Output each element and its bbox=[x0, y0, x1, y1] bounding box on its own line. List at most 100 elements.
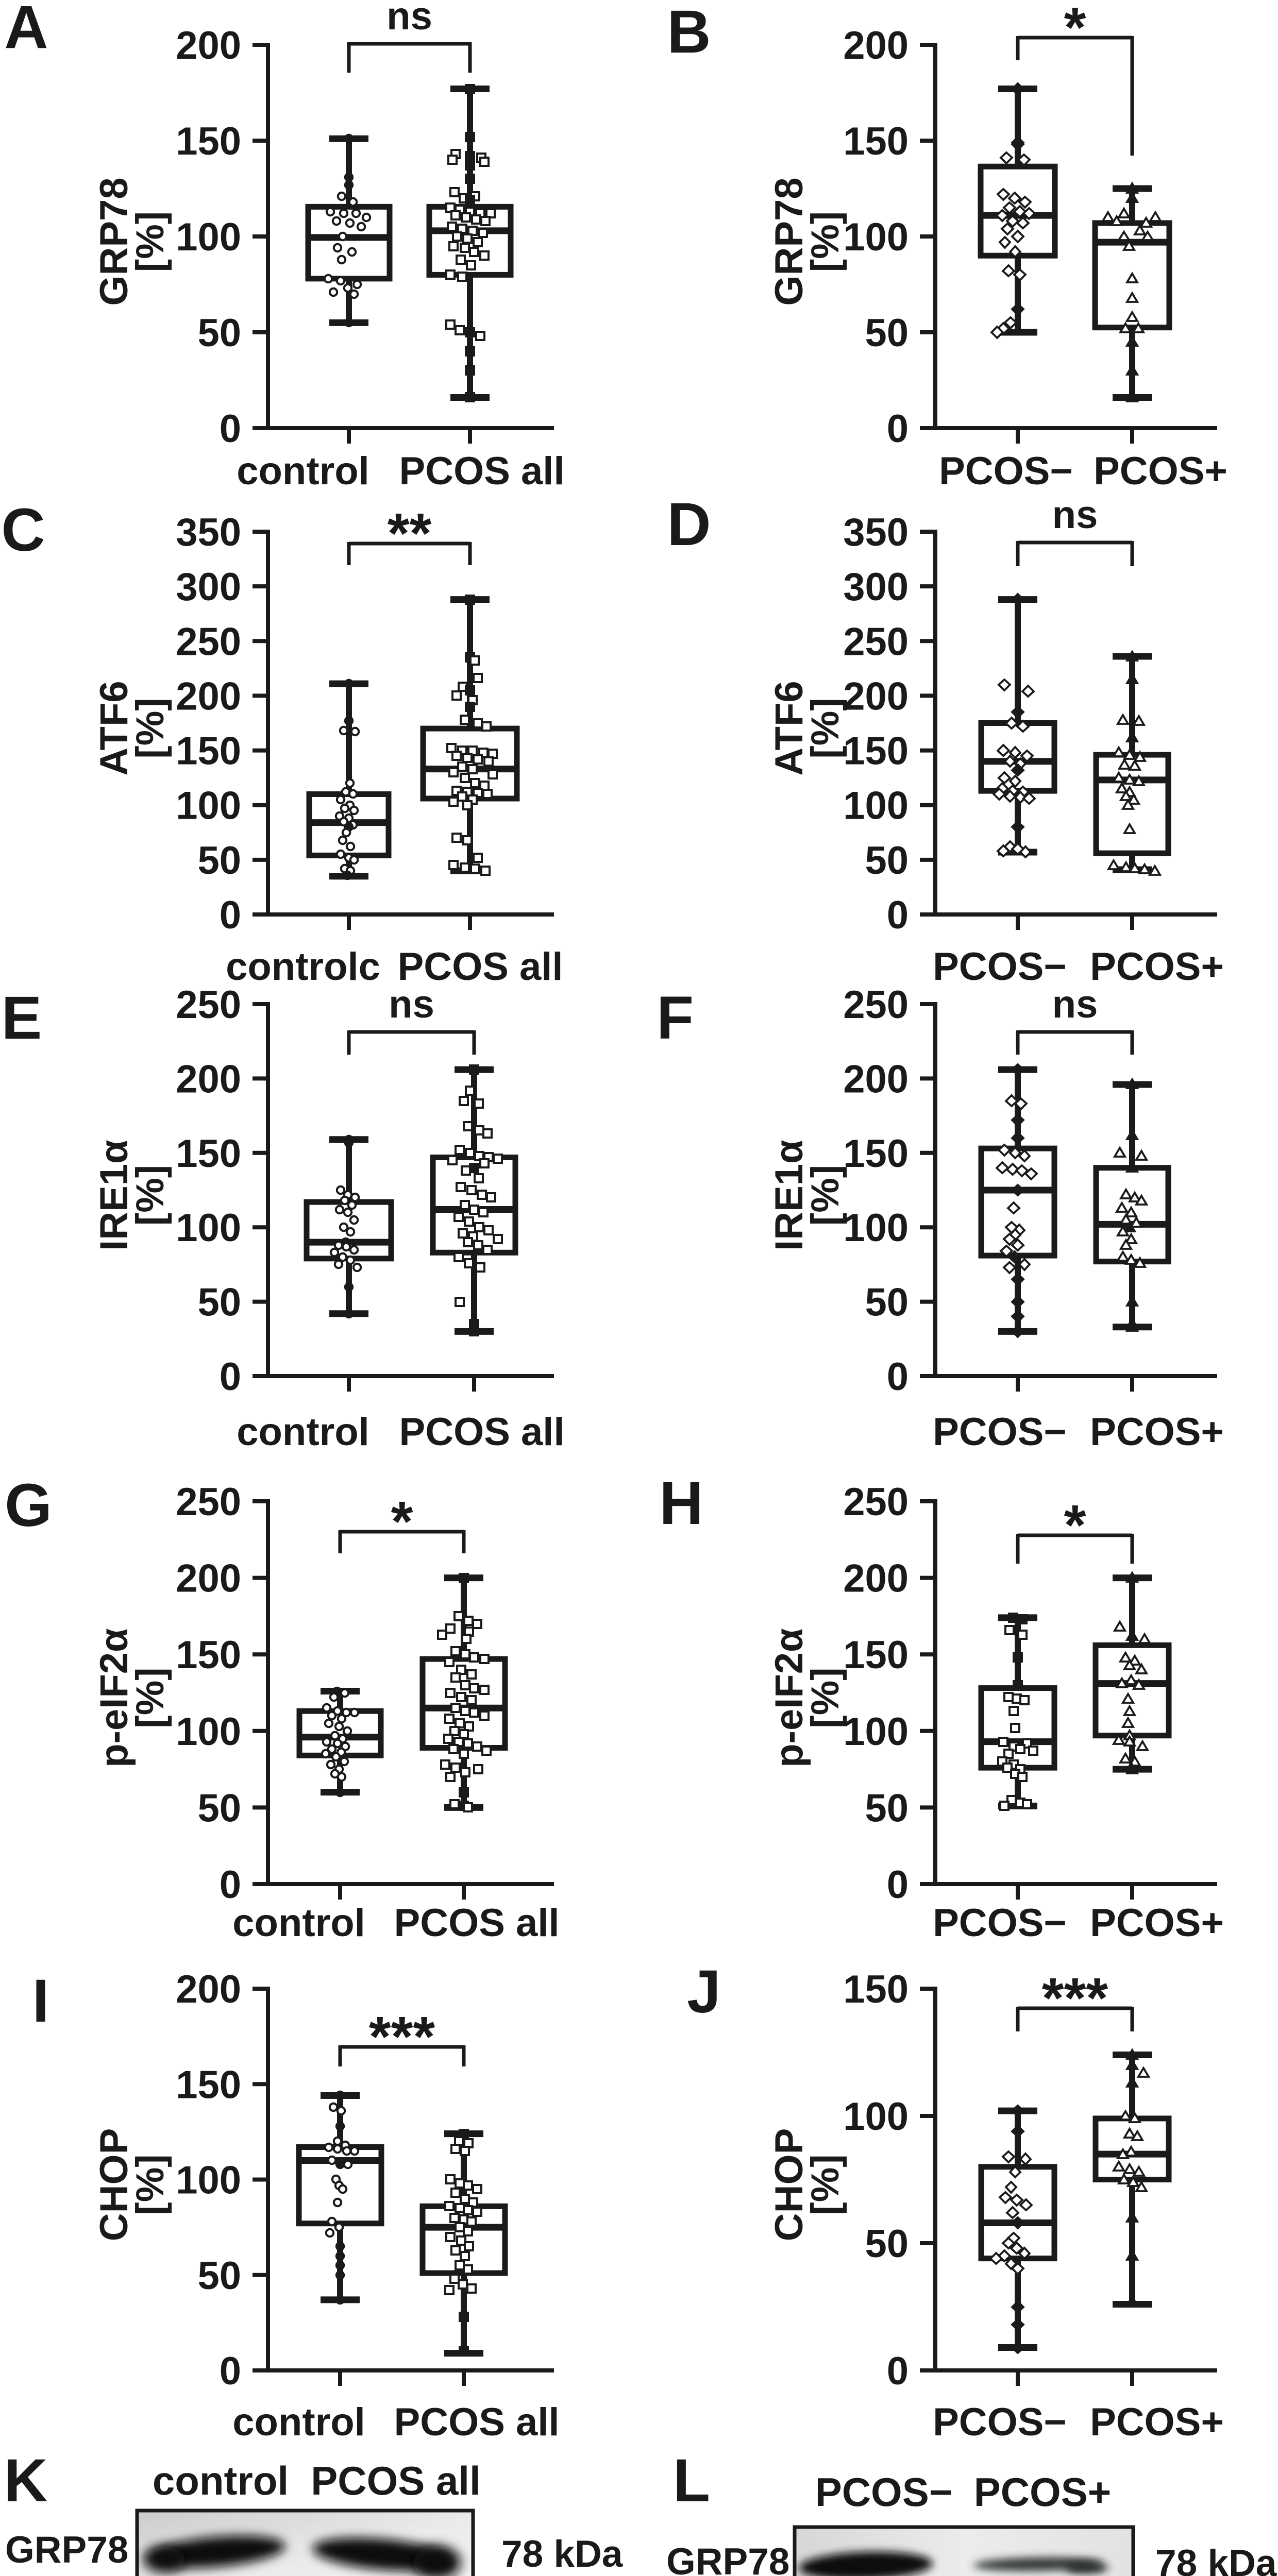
svg-text:E: E bbox=[2, 984, 42, 1052]
svg-text:F: F bbox=[657, 984, 694, 1052]
svg-text:***: *** bbox=[369, 2005, 435, 2069]
svg-text:IRE1α: IRE1α bbox=[767, 1140, 811, 1251]
svg-text:0: 0 bbox=[220, 893, 241, 937]
svg-text:control: control bbox=[237, 1410, 369, 1454]
svg-text:50: 50 bbox=[197, 839, 241, 883]
svg-text:[%]: [%] bbox=[128, 211, 172, 272]
svg-text:p-eIF2α: p-eIF2α bbox=[767, 1628, 811, 1768]
svg-text:*: * bbox=[1064, 0, 1086, 59]
svg-text:50: 50 bbox=[865, 311, 909, 355]
svg-text:L: L bbox=[673, 2447, 710, 2515]
svg-text:B: B bbox=[667, 0, 711, 66]
svg-text:***: *** bbox=[1042, 1967, 1108, 2030]
svg-text:control: control bbox=[232, 2400, 365, 2444]
svg-text:150: 150 bbox=[176, 1633, 241, 1677]
svg-text:50: 50 bbox=[197, 311, 241, 355]
svg-text:control: control bbox=[232, 1901, 365, 1945]
svg-text:**: ** bbox=[388, 502, 432, 565]
svg-text:PCOS−: PCOS− bbox=[933, 2400, 1067, 2444]
svg-text:GRP78: GRP78 bbox=[767, 177, 811, 306]
svg-text:PCOS−: PCOS− bbox=[933, 945, 1067, 989]
svg-text:PCOS−: PCOS− bbox=[939, 449, 1073, 493]
svg-text:G: G bbox=[5, 1471, 52, 1539]
svg-text:[%]: [%] bbox=[128, 2154, 172, 2215]
svg-text:PCOS+: PCOS+ bbox=[1094, 449, 1227, 493]
svg-text:100: 100 bbox=[843, 784, 909, 828]
svg-text:350: 350 bbox=[843, 511, 909, 554]
svg-text:250: 250 bbox=[843, 620, 909, 664]
svg-text:CHOP: CHOP bbox=[92, 2128, 136, 2242]
svg-text:PCOS all: PCOS all bbox=[398, 945, 563, 989]
svg-text:0: 0 bbox=[887, 893, 909, 937]
svg-text:[%]: [%] bbox=[803, 1667, 847, 1728]
svg-text:p-eIF2α: p-eIF2α bbox=[92, 1628, 136, 1768]
svg-text:150: 150 bbox=[843, 1968, 909, 2011]
svg-text:200: 200 bbox=[176, 674, 241, 718]
svg-text:PCOS all: PCOS all bbox=[394, 1901, 560, 1945]
svg-text:100: 100 bbox=[843, 215, 909, 259]
svg-text:200: 200 bbox=[176, 1557, 241, 1601]
svg-text:CHOP: CHOP bbox=[767, 2128, 811, 2242]
svg-text:PCOS all: PCOS all bbox=[399, 449, 565, 493]
svg-text:0: 0 bbox=[887, 1863, 909, 1907]
svg-text:*: * bbox=[391, 1490, 413, 1553]
svg-text:0: 0 bbox=[220, 1355, 241, 1399]
svg-text:50: 50 bbox=[865, 1786, 909, 1830]
svg-text:100: 100 bbox=[176, 215, 241, 259]
svg-text:50: 50 bbox=[197, 1281, 241, 1325]
svg-text:PCOS+: PCOS+ bbox=[1090, 945, 1224, 989]
svg-text:150: 150 bbox=[843, 730, 909, 773]
svg-text:100: 100 bbox=[176, 784, 241, 828]
svg-text:D: D bbox=[667, 490, 711, 558]
svg-text:IRE1α: IRE1α bbox=[92, 1140, 136, 1251]
svg-text:150: 150 bbox=[176, 730, 241, 773]
svg-text:250: 250 bbox=[176, 983, 241, 1027]
svg-text:78 kDa: 78 kDa bbox=[1155, 2543, 1277, 2576]
svg-text:50: 50 bbox=[865, 839, 909, 883]
svg-text:A: A bbox=[4, 0, 48, 61]
svg-text:0: 0 bbox=[220, 407, 241, 451]
svg-text:PCOS−: PCOS− bbox=[933, 1410, 1067, 1454]
svg-text:250: 250 bbox=[843, 1480, 909, 1524]
svg-text:200: 200 bbox=[843, 674, 909, 718]
svg-text:PCOS−: PCOS− bbox=[815, 2469, 953, 2515]
svg-text:200: 200 bbox=[843, 1057, 909, 1101]
svg-text:PCOS+: PCOS+ bbox=[974, 2469, 1112, 2515]
svg-text:PCOS−: PCOS− bbox=[933, 1901, 1067, 1945]
svg-text:0: 0 bbox=[220, 1863, 241, 1907]
svg-text:150: 150 bbox=[843, 120, 909, 163]
svg-text:PCOS all: PCOS all bbox=[399, 1410, 565, 1454]
svg-text:250: 250 bbox=[176, 1480, 241, 1524]
svg-text:0: 0 bbox=[887, 2349, 909, 2393]
svg-text:50: 50 bbox=[197, 1786, 241, 1830]
svg-text:controlc: controlc bbox=[226, 945, 380, 989]
svg-text:control: control bbox=[237, 449, 369, 493]
svg-text:GRP78: GRP78 bbox=[92, 177, 136, 306]
svg-text:PCOS all: PCOS all bbox=[394, 2400, 560, 2444]
svg-text:[%]: [%] bbox=[803, 2154, 847, 2215]
svg-text:150: 150 bbox=[176, 1132, 241, 1176]
svg-text:50: 50 bbox=[865, 1281, 909, 1325]
svg-text:[%]: [%] bbox=[803, 1165, 847, 1226]
svg-text:350: 350 bbox=[176, 511, 241, 554]
svg-text:200: 200 bbox=[176, 1968, 241, 2011]
svg-text:78 kDa: 78 kDa bbox=[501, 2533, 624, 2575]
svg-text:100: 100 bbox=[843, 1710, 909, 1754]
svg-text:[%]: [%] bbox=[803, 698, 847, 758]
svg-text:I: I bbox=[32, 1967, 49, 2035]
svg-text:GRP78: GRP78 bbox=[5, 2529, 128, 2571]
svg-text:150: 150 bbox=[176, 2063, 241, 2107]
svg-text:100: 100 bbox=[176, 1710, 241, 1754]
svg-text:200: 200 bbox=[843, 1557, 909, 1601]
svg-text:0: 0 bbox=[887, 407, 909, 451]
svg-text:100: 100 bbox=[176, 1206, 241, 1250]
svg-text:[%]: [%] bbox=[128, 698, 172, 758]
svg-text:C: C bbox=[1, 496, 45, 564]
svg-text:PCOS all: PCOS all bbox=[311, 2458, 480, 2503]
svg-text:300: 300 bbox=[176, 565, 241, 609]
svg-text:ns: ns bbox=[389, 982, 434, 1026]
svg-text:[%]: [%] bbox=[803, 211, 847, 272]
svg-text:PCOS+: PCOS+ bbox=[1090, 2400, 1224, 2444]
svg-text:control: control bbox=[153, 2458, 289, 2503]
svg-text:ns: ns bbox=[1052, 982, 1098, 1026]
